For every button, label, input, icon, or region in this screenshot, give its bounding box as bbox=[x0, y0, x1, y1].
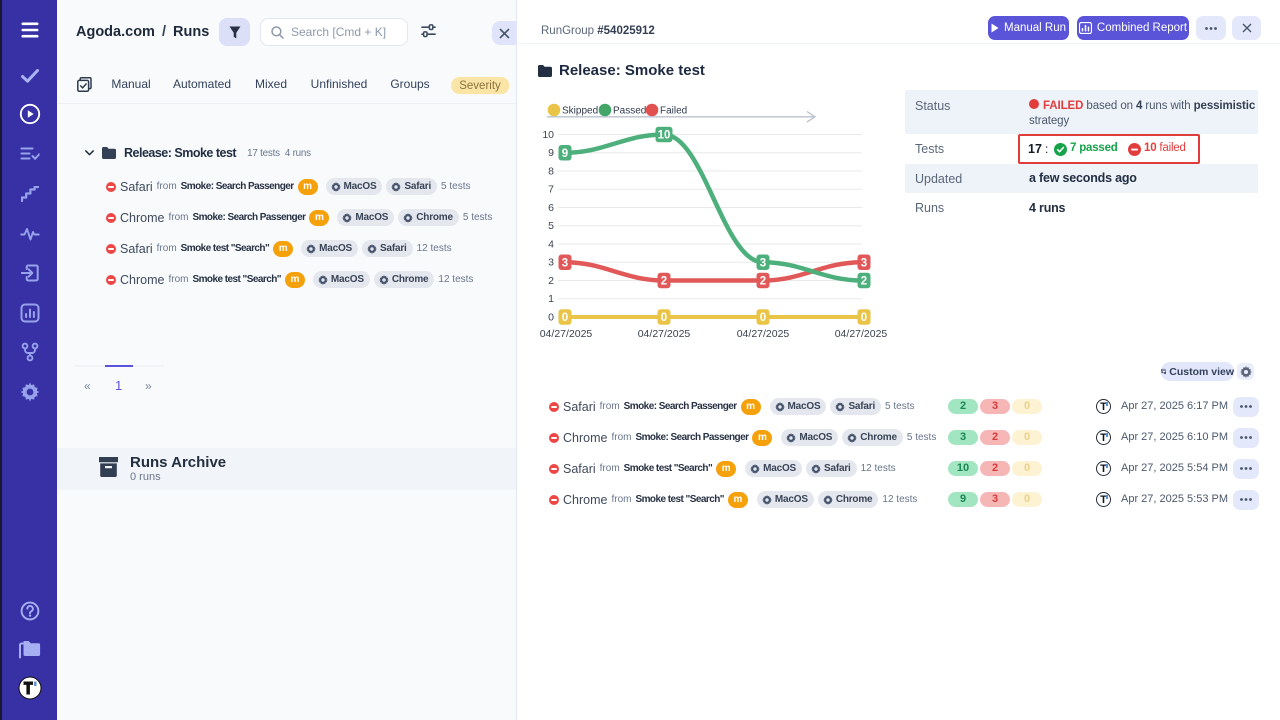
svg-text:3: 3 bbox=[562, 257, 568, 269]
svg-text:0: 0 bbox=[760, 312, 766, 324]
svg-text:Skipped: Skipped bbox=[562, 106, 598, 117]
svg-text:0: 0 bbox=[548, 312, 554, 324]
svg-text:Failed: Failed bbox=[660, 106, 687, 117]
svg-text:04/27/2025: 04/27/2025 bbox=[638, 328, 691, 340]
svg-text:0: 0 bbox=[861, 312, 867, 324]
svg-text:3: 3 bbox=[548, 257, 554, 269]
svg-text:2: 2 bbox=[661, 276, 667, 288]
svg-text:9: 9 bbox=[548, 147, 554, 159]
svg-text:3: 3 bbox=[760, 257, 766, 269]
svg-text:2: 2 bbox=[548, 275, 554, 287]
svg-text:8: 8 bbox=[548, 166, 554, 178]
svg-text:04/27/2025: 04/27/2025 bbox=[835, 328, 888, 340]
svg-text:9: 9 bbox=[562, 148, 568, 160]
svg-text:10: 10 bbox=[542, 129, 554, 141]
svg-text:04/27/2025: 04/27/2025 bbox=[540, 328, 593, 340]
svg-text:0: 0 bbox=[661, 312, 667, 324]
svg-text:10: 10 bbox=[658, 130, 671, 142]
svg-text:7: 7 bbox=[548, 184, 554, 196]
svg-text:2: 2 bbox=[861, 276, 867, 288]
svg-text:04/27/2025: 04/27/2025 bbox=[737, 328, 790, 340]
svg-text:Passed: Passed bbox=[613, 106, 646, 117]
svg-text:0: 0 bbox=[562, 312, 568, 324]
svg-text:5: 5 bbox=[548, 220, 554, 232]
svg-text:3: 3 bbox=[861, 257, 867, 269]
svg-text:1: 1 bbox=[548, 293, 554, 305]
svg-text:4: 4 bbox=[548, 239, 554, 251]
svg-text:2: 2 bbox=[760, 276, 766, 288]
svg-text:6: 6 bbox=[548, 202, 554, 214]
